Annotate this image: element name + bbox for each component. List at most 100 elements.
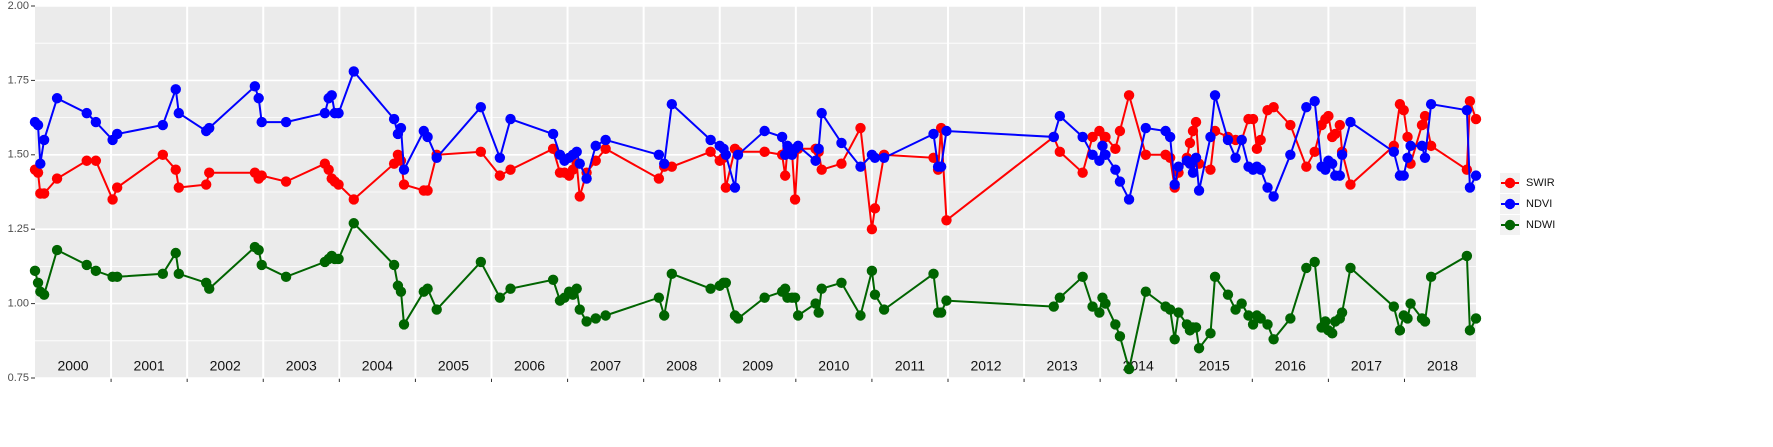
point <box>1114 331 1126 342</box>
point <box>732 313 744 324</box>
point <box>1110 319 1121 330</box>
point <box>869 203 881 214</box>
point <box>51 173 63 184</box>
point <box>1405 298 1416 309</box>
point <box>348 218 359 229</box>
point <box>1268 334 1279 345</box>
point <box>319 107 331 119</box>
point <box>333 253 344 265</box>
point <box>732 149 744 160</box>
point <box>1169 334 1180 345</box>
point <box>1461 104 1473 116</box>
point <box>1255 164 1266 175</box>
point <box>1425 99 1437 110</box>
point <box>729 182 741 193</box>
point <box>855 310 866 321</box>
point <box>759 125 770 137</box>
point <box>816 107 827 119</box>
year-label: 2017 <box>1351 358 1382 374</box>
legend-label: NDVI <box>1526 198 1552 210</box>
point <box>1205 164 1216 175</box>
point <box>705 283 716 294</box>
point <box>1114 125 1126 137</box>
point <box>1230 152 1241 163</box>
point <box>666 99 678 110</box>
point <box>256 116 267 128</box>
point <box>659 158 670 169</box>
point <box>759 146 770 158</box>
point <box>600 310 611 321</box>
point <box>1209 90 1221 101</box>
point <box>38 134 50 146</box>
point <box>1097 140 1108 152</box>
year-label: 2009 <box>742 358 773 374</box>
point <box>1402 152 1413 163</box>
point <box>1110 164 1121 175</box>
point <box>1173 161 1184 172</box>
point <box>571 283 582 294</box>
point <box>816 283 827 294</box>
point <box>1309 256 1320 268</box>
point <box>280 176 292 187</box>
point <box>705 134 716 146</box>
point <box>1094 307 1105 318</box>
point <box>590 313 601 324</box>
point <box>1301 262 1312 274</box>
point <box>1464 182 1476 193</box>
point <box>494 170 506 181</box>
point <box>1301 161 1312 172</box>
point <box>395 122 407 134</box>
point <box>1285 119 1296 131</box>
year-label: 2003 <box>286 358 317 374</box>
point <box>1193 185 1205 196</box>
point <box>1419 110 1431 122</box>
point <box>1205 328 1216 339</box>
year-label: 2016 <box>1275 358 1306 374</box>
point <box>928 268 939 280</box>
point <box>720 149 732 160</box>
point <box>1100 149 1111 160</box>
point <box>935 307 947 318</box>
point <box>581 173 592 184</box>
point <box>1309 146 1320 158</box>
point <box>204 283 215 294</box>
point <box>836 277 847 288</box>
point <box>431 304 442 315</box>
point <box>326 90 337 101</box>
point <box>810 298 821 309</box>
point <box>653 292 665 303</box>
point <box>1123 363 1135 375</box>
year-label: 2018 <box>1427 358 1458 374</box>
point <box>836 137 847 149</box>
point <box>1464 325 1476 336</box>
point <box>878 304 890 315</box>
point <box>1345 179 1356 190</box>
point <box>547 143 559 155</box>
point <box>333 107 344 119</box>
point <box>1334 170 1346 181</box>
point <box>111 182 123 193</box>
point <box>1123 90 1135 101</box>
point <box>869 152 881 163</box>
point <box>1470 313 1482 324</box>
year-label: 2015 <box>1199 358 1230 374</box>
point <box>173 268 184 280</box>
legend-key-point <box>1504 219 1516 231</box>
point <box>928 128 939 140</box>
point <box>51 244 63 256</box>
year-label: 2006 <box>514 358 545 374</box>
point <box>157 119 169 131</box>
point <box>348 66 359 77</box>
point <box>1251 143 1263 155</box>
point <box>1190 152 1202 163</box>
point <box>1388 301 1400 312</box>
point <box>111 271 123 283</box>
y-tick-label: 1.50 <box>8 149 29 161</box>
point <box>333 179 344 190</box>
point <box>705 146 716 158</box>
point <box>1110 143 1121 155</box>
point <box>253 93 264 104</box>
point <box>107 194 118 205</box>
point <box>590 140 601 152</box>
